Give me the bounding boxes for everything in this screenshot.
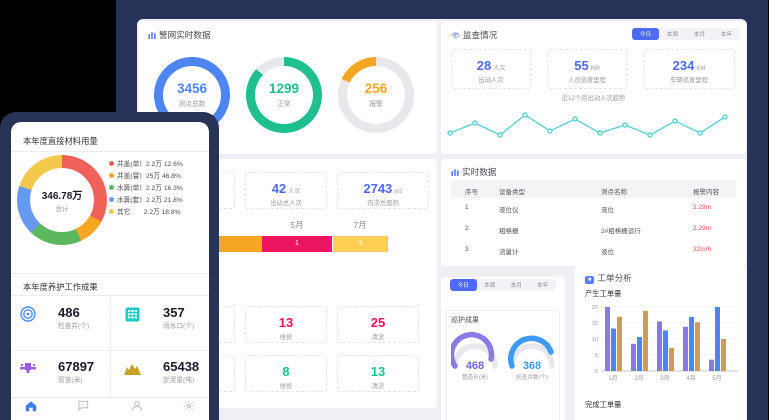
svg-text:1月: 1月 [608, 375, 617, 382]
svg-text:15: 15 [592, 321, 598, 327]
svg-text:0: 0 [595, 369, 598, 375]
svg-text:3月: 3月 [660, 375, 669, 382]
svg-text:10: 10 [592, 337, 598, 343]
svg-text:2月: 2月 [634, 375, 643, 382]
svg-text:5: 5 [595, 353, 598, 359]
svg-text:20: 20 [592, 305, 598, 311]
svg-text:5月: 5月 [712, 375, 721, 382]
svg-text:4月: 4月 [686, 375, 695, 382]
